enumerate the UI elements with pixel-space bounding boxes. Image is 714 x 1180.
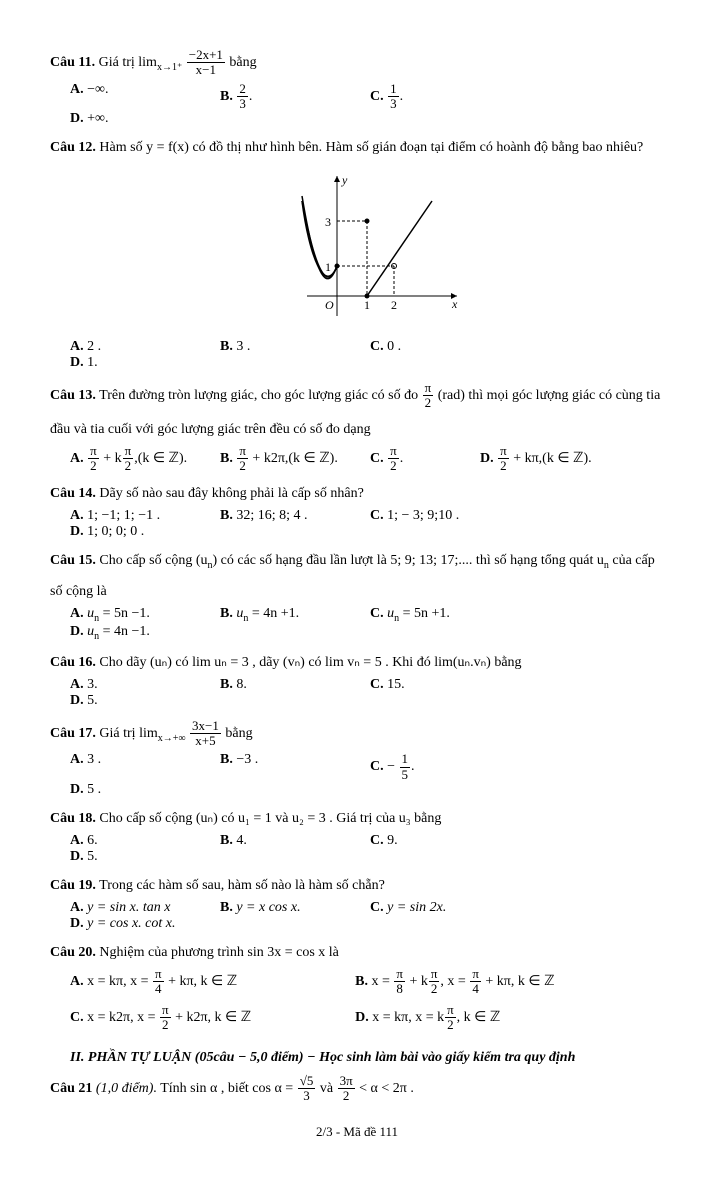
q18-label: Câu 18. xyxy=(50,811,96,826)
q12-A: A. 2 . xyxy=(70,339,190,355)
q17-options: A. 3 . B. −3 . C. − 15. D. 5 . xyxy=(70,752,664,798)
q16-C: C. 15. xyxy=(370,677,490,693)
q16-label: Câu 16. xyxy=(50,655,96,670)
q18-options: A. 6. B. 4. C. 9. D. 5. xyxy=(70,833,664,865)
q12-C: C. 0 . xyxy=(370,339,490,355)
q19-B: B. y = x cos x. xyxy=(220,900,340,916)
svg-text:x: x xyxy=(451,297,458,311)
q18-D: D. 5. xyxy=(70,849,190,865)
q12-options: A. 2 . B. 3 . C. 0 . D. 1. xyxy=(70,339,664,371)
question-20: Câu 20. Nghiệm của phương trình sin 3x =… xyxy=(50,942,664,963)
section-2-title: II. PHẦN TỰ LUẬN (05câu − 5,0 điểm) − Họ… xyxy=(70,1050,664,1066)
q19-options: A. y = sin x. tan x B. y = x cos x. C. y… xyxy=(70,900,664,932)
q20-D: D. x = kπ, x = kπ2, k ∈ ℤ xyxy=(355,1003,640,1033)
q15-label: Câu 15. xyxy=(50,553,96,568)
q11-frac: −2x+1 x−1 xyxy=(187,48,225,78)
q13-C: C. π2. xyxy=(370,444,450,474)
q17-C: C. − 15. xyxy=(370,752,490,782)
q21-label: Câu 21 xyxy=(50,1081,92,1096)
q16-A: A. 3. xyxy=(70,677,190,693)
q11-D: D. +∞. xyxy=(70,111,190,127)
q19-D: D. y = cos x. cot x. xyxy=(70,916,190,932)
q12-text: Hàm số y = f(x) có đồ thị như hình bên. … xyxy=(99,140,643,155)
q18-A: A. 6. xyxy=(70,833,190,849)
q15-A: A. un = 5n −1. xyxy=(70,606,190,624)
svg-text:y: y xyxy=(341,173,348,187)
question-14: Câu 14. Dãy số nào sau đây không phải là… xyxy=(50,483,664,504)
q13-A: A. π2 + kπ2,(k ∈ ℤ). xyxy=(70,444,190,474)
question-19: Câu 19. Trong các hàm số sau, hàm số nào… xyxy=(50,875,664,896)
q15-line2: số cộng là xyxy=(50,581,664,602)
q15-B: B. un = 4n +1. xyxy=(220,606,340,624)
q13-D: D. π2 + kπ,(k ∈ ℤ). xyxy=(480,444,600,474)
q16-D: D. 5. xyxy=(70,693,190,709)
q20-label: Câu 20. xyxy=(50,945,96,960)
q11-post: bằng xyxy=(229,55,256,70)
q20-C: C. x = k2π, x = π2 + k2π, k ∈ ℤ xyxy=(70,1003,355,1033)
svg-text:3: 3 xyxy=(325,215,331,229)
q12-B: B. 3 . xyxy=(220,339,340,355)
q16-B: B. 8. xyxy=(220,677,340,693)
svg-text:1: 1 xyxy=(364,298,370,312)
q14-label: Câu 14. xyxy=(50,486,96,501)
q14-B: B. 32; 16; 8; 4 . xyxy=(220,508,340,524)
q11-A: A. −∞. xyxy=(70,82,190,112)
q14-A: A. 1; −1; 1; −1 . xyxy=(70,508,190,524)
q11-pre: Giá trị xyxy=(99,55,139,70)
q19-A: A. y = sin x. tan x xyxy=(70,900,190,916)
question-18: Câu 18. Cho cấp số cộng (uₙ) có u₁ = 1 v… xyxy=(50,808,664,829)
question-16: Câu 16. Cho dãy (uₙ) có lim uₙ = 3 , dãy… xyxy=(50,652,664,673)
q12-label: Câu 12. xyxy=(50,140,96,155)
q11-limsub: x→1⁺ xyxy=(157,62,182,73)
q11-B: B. 23. xyxy=(220,82,340,112)
question-12: Câu 12. Hàm số y = f(x) có đồ thị như hì… xyxy=(50,137,664,158)
q20-B: B. x = π8 + kπ2, x = π4 + kπ, k ∈ ℤ xyxy=(355,967,640,997)
q15-C: C. un = 5n +1. xyxy=(370,606,490,624)
question-11: Câu 11. Giá trị limx→1⁺ −2x+1 x−1 bằng xyxy=(50,48,664,78)
page-footer: 2/3 - Mã đề 111 xyxy=(50,1124,664,1140)
graph-svg: y x 3 1 O 1 2 xyxy=(247,166,467,326)
question-13: Câu 13. Trên đường tròn lượng giác, cho … xyxy=(50,381,664,411)
q12-graph: y x 3 1 O 1 2 xyxy=(50,166,664,331)
q17-D: D. 5 . xyxy=(70,782,190,798)
q17-A: A. 3 . xyxy=(70,752,190,782)
q19-C: C. y = sin 2x. xyxy=(370,900,490,916)
q17-B: B. −3 . xyxy=(220,752,340,782)
q13-label: Câu 13. xyxy=(50,388,96,403)
q12-D: D. 1. xyxy=(70,355,190,371)
q13-options: A. π2 + kπ2,(k ∈ ℤ). B. π2 + k2π,(k ∈ ℤ)… xyxy=(70,444,664,474)
q11-options: A. −∞. B. 23. C. 13. D. +∞. xyxy=(70,82,664,128)
q15-options: A. un = 5n −1. B. un = 4n +1. C. un = 5n… xyxy=(70,606,664,642)
svg-text:2: 2 xyxy=(391,298,397,312)
q13-B: B. π2 + k2π,(k ∈ ℤ). xyxy=(220,444,340,474)
q14-C: C. 1; − 3; 9;10 . xyxy=(370,508,490,524)
q15-D: D. un = 4n −1. xyxy=(70,624,190,642)
q19-label: Câu 19. xyxy=(50,878,96,893)
q20-A: A. x = kπ, x = π4 + kπ, k ∈ ℤ xyxy=(70,967,355,997)
q21-score: (1,0 điểm). xyxy=(96,1081,157,1096)
q20-options: A. x = kπ, x = π4 + kπ, k ∈ ℤ B. x = π8 … xyxy=(70,967,664,1038)
q14-options: A. 1; −1; 1; −1 . B. 32; 16; 8; 4 . C. 1… xyxy=(70,508,664,540)
q14-D: D. 1; 0; 0; 0 . xyxy=(70,524,190,540)
question-17: Câu 17. Giá trị limx→+∞ 3x−1x+5 bằng xyxy=(50,719,664,749)
svg-text:1: 1 xyxy=(325,260,331,274)
q18-B: B. 4. xyxy=(220,833,340,849)
question-21: Câu 21 (1,0 điểm). Tính sin α , biết cos… xyxy=(50,1074,664,1104)
q11-C: C. 13. xyxy=(370,82,490,112)
q17-label: Câu 17. xyxy=(50,726,96,741)
q16-options: A. 3. B. 8. C. 15. D. 5. xyxy=(70,677,664,709)
q11-label: Câu 11. xyxy=(50,55,95,70)
svg-text:O: O xyxy=(325,298,334,312)
question-15: Câu 15. Cho cấp số cộng (un) có các số h… xyxy=(50,550,664,573)
q18-C: C. 9. xyxy=(370,833,490,849)
q13-line2: đầu và tia cuối với góc lượng giác trên … xyxy=(50,419,664,440)
